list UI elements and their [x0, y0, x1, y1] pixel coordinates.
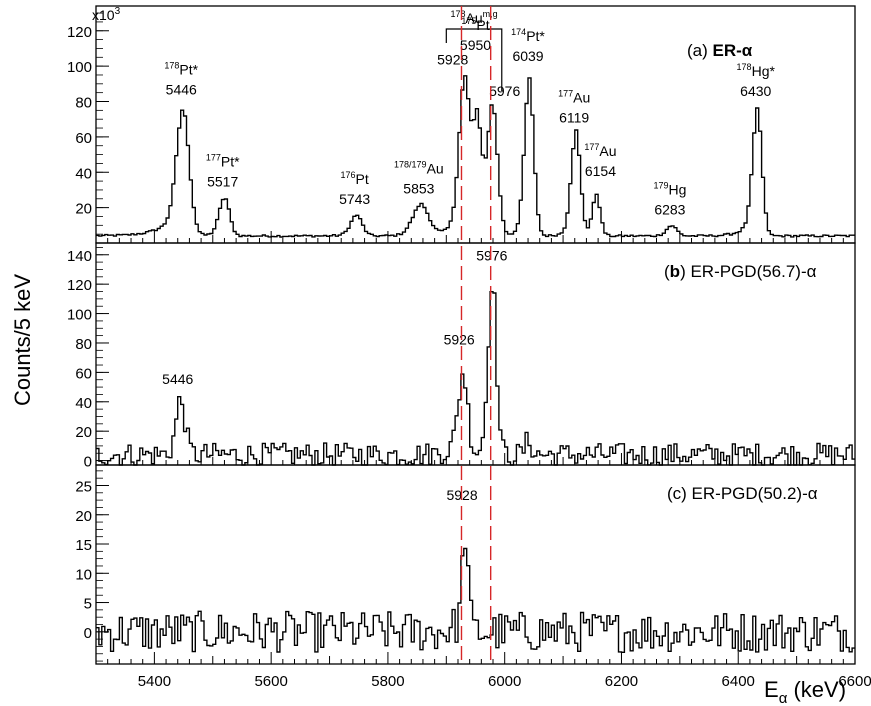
- panel-title-a: (a) ER-α: [687, 41, 753, 60]
- y-tick-label: 80: [75, 336, 92, 353]
- peak-nuclide-label: 178Hg*: [737, 62, 776, 79]
- x-axis-label-sub: α: [779, 690, 788, 706]
- peak-nuclide-label: 179Hg: [653, 181, 686, 198]
- panel-b: 0 20 40 60 80 100 120 140 (b) ER-PGD(56.7)-α 5446…: [67, 242, 856, 471]
- x-tick-label: 5600: [254, 673, 287, 690]
- y-tick-label: 120: [67, 277, 92, 294]
- peak-energy-label: 5743: [339, 191, 370, 207]
- x-axis-label: Eα (keV): [764, 677, 846, 706]
- panel-title-b: (b) ER-PGD(56.7)-α: [664, 262, 817, 281]
- y-scale-label: x103: [92, 6, 121, 23]
- y-tick-label: 100: [67, 307, 92, 324]
- y-tick-label: 60: [75, 365, 92, 382]
- peak-nuclide-label: 177Pt*: [206, 152, 240, 169]
- peak-energy-label: 5853: [403, 180, 434, 196]
- peak-energy-label: 5928: [437, 51, 468, 67]
- y-tick-label: 40: [75, 165, 92, 182]
- x-tick-label: 5400: [138, 673, 171, 690]
- x-tick-label: 5800: [371, 673, 404, 690]
- peak-energy-label: 5446: [166, 81, 197, 97]
- panel-c: 0 5 10 15 20 25 5400 5600 5800 6000 6200 6400 6600 (c…: [75, 464, 871, 690]
- peak-energy-label: 6283: [654, 202, 685, 218]
- peak-nuclide-label: 177Au: [558, 89, 590, 106]
- y-tick-label: 60: [75, 130, 92, 147]
- y-tick-label: 80: [75, 95, 92, 112]
- y-tick-label: 40: [75, 395, 92, 412]
- y-tick-label: 20: [75, 201, 92, 218]
- peak-energy-label: 6154: [585, 163, 616, 179]
- x-tick-label: 6200: [605, 673, 638, 690]
- x-tick-label: 6400: [722, 673, 755, 690]
- peak-nuclide-label: 178Pt*: [164, 60, 198, 77]
- peak-energy-label: 5926: [444, 331, 475, 347]
- histogram-a: [96, 75, 855, 238]
- y-tick-label: 20: [75, 424, 92, 441]
- peak-energy-label: 5950: [460, 37, 491, 53]
- peak-energy-label: 5517: [207, 173, 238, 189]
- peak-energy-label: 5446: [162, 371, 193, 387]
- y-axis-label: Counts/5 keV: [10, 274, 35, 406]
- y-tick-label: 140: [67, 248, 92, 265]
- peak-energy-label: 5976: [489, 83, 520, 99]
- y-tick-label: 10: [75, 566, 92, 583]
- panel-title-c: (c) ER-PGD(50.2)-α: [667, 484, 818, 503]
- y-tick-label: 15: [75, 537, 92, 554]
- peak-nuclide-label: 178/179Au: [394, 159, 444, 176]
- y-tick-label: 0: [84, 625, 92, 642]
- y-tick-label: 25: [75, 478, 92, 495]
- y-tick-label: 120: [67, 24, 92, 41]
- peak-energy-label: 6119: [559, 110, 589, 126]
- au-bracket: [445, 28, 503, 91]
- peak-nuclide-label: 174Pt*: [511, 27, 545, 44]
- y-tick-label: 20: [75, 508, 92, 525]
- y-tick-label: 0: [84, 454, 92, 471]
- peak-energy-label: 6039: [512, 48, 543, 64]
- y-tick-label: 100: [67, 59, 92, 76]
- frame-c: [95, 464, 856, 665]
- histogram-b: [96, 291, 855, 466]
- histogram-c: [96, 547, 855, 653]
- x-tick-label: 6600: [838, 673, 871, 690]
- peak-nuclide-label: 176Pt: [341, 170, 369, 187]
- peak-nuclide-label: 177Au: [584, 142, 616, 159]
- y-tick-label: 5: [84, 596, 92, 613]
- x-tick-label: 6000: [488, 673, 521, 690]
- peak-energy-label: 6430: [740, 83, 771, 99]
- peak-energy-label: 5976: [476, 248, 507, 264]
- x-axis-label-main: E: [764, 677, 779, 702]
- x-axis-label-unit: (keV): [787, 677, 846, 702]
